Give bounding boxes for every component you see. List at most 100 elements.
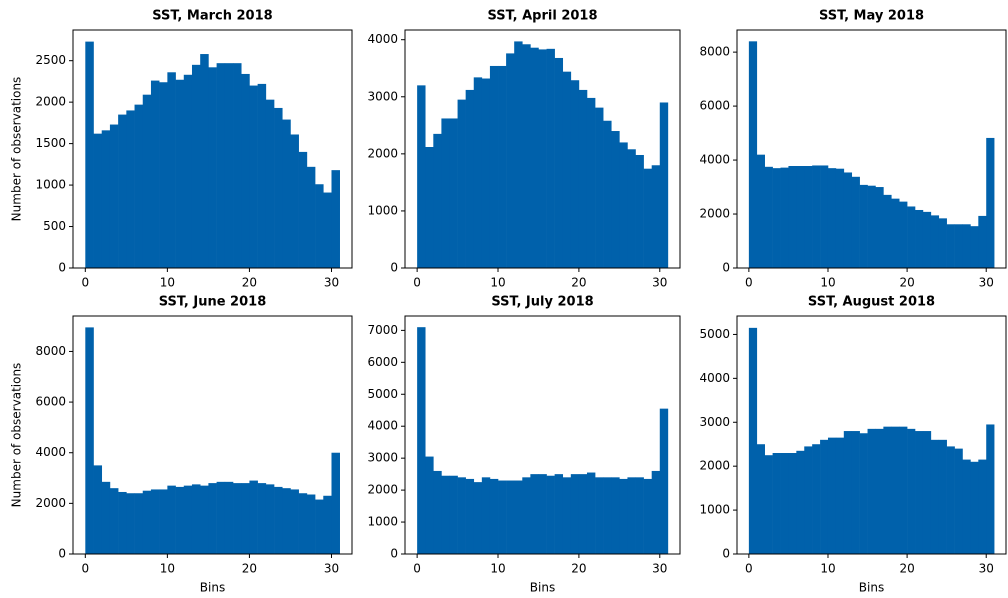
- bar: [546, 475, 555, 554]
- x-tick-label: 20: [571, 276, 586, 290]
- y-tick-label: 4000: [699, 153, 730, 167]
- bar: [619, 142, 628, 268]
- bar: [970, 226, 979, 268]
- y-tick-label: 0: [58, 547, 66, 561]
- bar: [93, 133, 103, 268]
- bar: [603, 477, 612, 554]
- bar: [191, 484, 201, 554]
- y-tick-label: 2000: [367, 483, 398, 497]
- bar: [514, 41, 523, 268]
- bar: [554, 474, 564, 554]
- bar: [298, 493, 308, 554]
- bar: [498, 65, 507, 268]
- bar: [134, 104, 144, 268]
- subplot-title: SST, March 2018: [152, 9, 272, 24]
- x-tick-label: 10: [160, 276, 175, 290]
- bar: [274, 486, 283, 554]
- x-axis-label: Bins: [530, 581, 555, 595]
- x-tick-label: 30: [324, 562, 339, 576]
- bar: [922, 431, 932, 554]
- subplot-title: SST, June 2018: [159, 295, 267, 310]
- bar: [449, 118, 458, 268]
- bar: [748, 327, 758, 554]
- bar: [907, 428, 916, 554]
- y-tick-label: 7000: [367, 323, 398, 337]
- bar: [907, 206, 916, 268]
- bar: [595, 107, 604, 269]
- x-tick-label: 30: [979, 562, 994, 576]
- bar: [538, 49, 547, 269]
- bar: [433, 470, 442, 554]
- bar: [867, 185, 876, 268]
- bar: [586, 97, 596, 269]
- x-tick-label: 0: [81, 562, 89, 576]
- subplot: 0 500 1000 1500 2000 2500 0 10 20 30 SST, March 20…: [10, 9, 353, 290]
- x-tick-label: 10: [820, 276, 835, 290]
- y-tick-label: 5000: [699, 327, 730, 341]
- bar: [290, 134, 299, 268]
- bar: [126, 493, 135, 554]
- bar: [150, 489, 160, 554]
- bar: [635, 477, 644, 554]
- y-tick-label: 2000: [699, 459, 730, 473]
- bar: [946, 446, 955, 554]
- bar: [851, 176, 860, 268]
- bar: [643, 168, 652, 268]
- y-tick-label: 2000: [35, 95, 66, 109]
- bar: [425, 456, 434, 554]
- bar: [265, 484, 275, 554]
- bar: [562, 71, 572, 268]
- bar: [922, 211, 932, 268]
- subplot: 0 2000 4000 6000 8000 0 10 20 30 SST, June 2018 Bi…: [10, 295, 353, 595]
- bar: [465, 478, 475, 554]
- y-tick-label: 3000: [367, 451, 398, 465]
- bar: [875, 187, 884, 268]
- x-tick-label: 0: [413, 276, 421, 290]
- x-tick-label: 0: [745, 276, 753, 290]
- bar: [183, 74, 193, 268]
- y-tick-label: 1000: [35, 178, 66, 192]
- bar: [812, 165, 821, 268]
- axes-frame: [72, 29, 353, 269]
- bar: [595, 477, 604, 554]
- x-tick-label: 20: [571, 562, 586, 576]
- bar: [315, 499, 324, 554]
- bar: [635, 154, 644, 268]
- y-tick-label: 0: [722, 547, 730, 561]
- bar: [643, 478, 652, 554]
- bar: [619, 478, 628, 554]
- y-tick-label: 4000: [699, 371, 730, 385]
- bar: [651, 165, 661, 268]
- bar: [659, 408, 669, 554]
- x-tick-label: 20: [242, 276, 257, 290]
- bar: [241, 73, 250, 268]
- bar: [827, 437, 837, 554]
- x-tick-label: 30: [652, 276, 667, 290]
- bar: [441, 118, 450, 268]
- bar: [465, 89, 475, 268]
- bar: [915, 209, 924, 268]
- bar: [315, 184, 324, 268]
- x-tick-label: 0: [413, 562, 421, 576]
- bar: [883, 426, 892, 554]
- bar: [506, 480, 515, 554]
- bar: [191, 64, 201, 268]
- bar: [756, 154, 765, 268]
- y-tick-label: 0: [58, 261, 66, 275]
- bar: [175, 486, 185, 554]
- bar: [417, 327, 426, 554]
- subplot: 0 2000 4000 6000 8000 0 10 20 30 SST, May 2018: [699, 9, 1007, 290]
- bar: [986, 424, 995, 554]
- bar: [257, 483, 267, 554]
- bar: [554, 57, 564, 268]
- bar: [938, 439, 947, 554]
- bar: [611, 477, 620, 554]
- x-tick-label: 10: [160, 562, 175, 576]
- bar: [843, 431, 853, 554]
- bar: [570, 474, 580, 554]
- bar: [159, 489, 168, 554]
- bar: [586, 472, 596, 554]
- bar: [290, 489, 299, 554]
- subplot-title: SST, May 2018: [819, 9, 924, 24]
